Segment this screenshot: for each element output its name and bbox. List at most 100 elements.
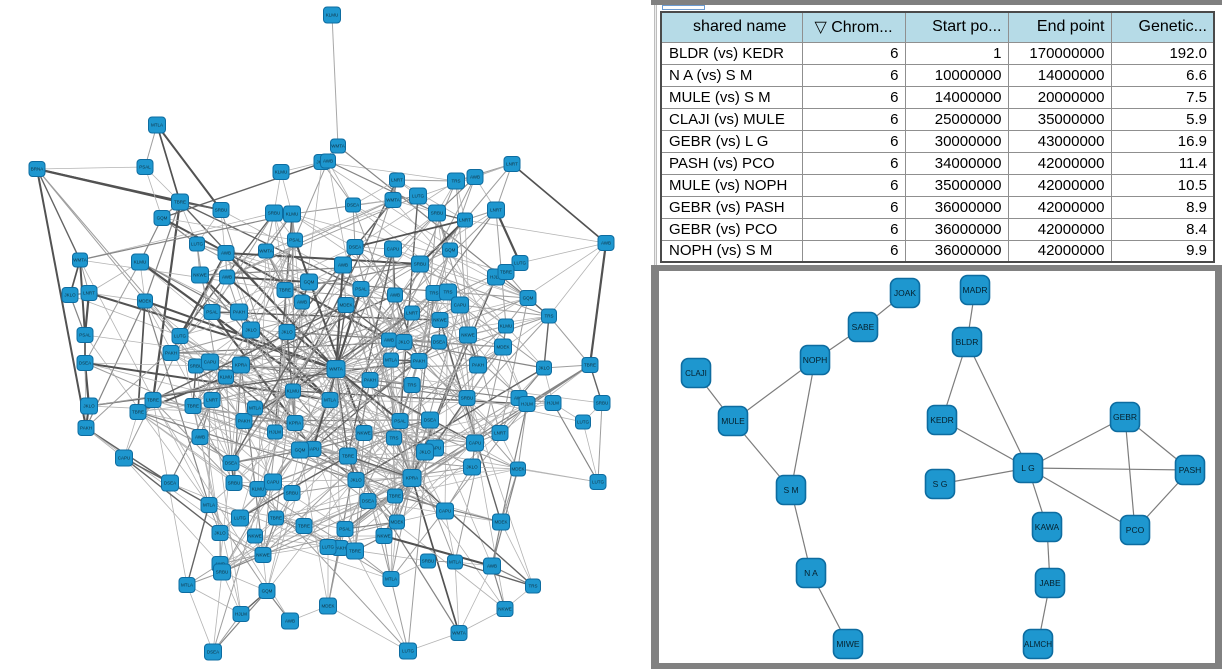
svg-text:JOAK: JOAK xyxy=(894,288,917,298)
svg-text:CAPU: CAPU xyxy=(469,441,482,446)
svg-text:TBRE: TBRE xyxy=(270,516,282,521)
svg-text:HJLM: HJLM xyxy=(490,275,502,280)
svg-text:PAKH: PAKH xyxy=(472,363,484,368)
svg-text:AWB: AWB xyxy=(470,175,480,180)
svg-text:TRS: TRS xyxy=(430,291,439,296)
svg-text:AWB: AWB xyxy=(222,275,232,280)
svg-text:MTLA: MTLA xyxy=(449,560,461,565)
svg-text:TRS: TRS xyxy=(408,383,417,388)
svg-text:DSEA: DSEA xyxy=(164,481,176,486)
svg-text:KPRA: KPRA xyxy=(289,421,301,426)
svg-text:NKWE: NKWE xyxy=(433,318,447,323)
svg-text:BLDR: BLDR xyxy=(956,337,979,347)
svg-text:TRS: TRS xyxy=(390,436,399,441)
svg-text:MTLA: MTLA xyxy=(385,577,397,582)
svg-text:AWB: AWB xyxy=(195,435,205,440)
svg-text:PSAL: PSAL xyxy=(206,310,218,315)
svg-text:DSEA: DSEA xyxy=(424,418,436,423)
svg-text:DSEA: DSEA xyxy=(79,361,91,366)
svg-text:AWB: AWB xyxy=(390,293,400,298)
svg-text:MDEK: MDEK xyxy=(339,303,352,308)
svg-text:PAKH: PAKH xyxy=(165,351,177,356)
svg-text:GQM: GQM xyxy=(304,280,315,285)
svg-text:NKWE: NKWE xyxy=(193,273,207,278)
svg-text:WMTA: WMTA xyxy=(331,144,344,149)
svg-text:GQM: GQM xyxy=(445,248,456,253)
svg-text:KLMU: KLMU xyxy=(326,13,339,18)
svg-text:DSEA: DSEA xyxy=(433,340,445,345)
svg-text:MTLA: MTLA xyxy=(203,503,215,508)
svg-text:TRS: TRS xyxy=(545,314,554,319)
svg-text:PSAL: PSAL xyxy=(355,287,367,292)
svg-text:PASH: PASH xyxy=(1179,465,1202,475)
svg-text:LUTG: LUTG xyxy=(412,194,425,199)
svg-text:NOPH: NOPH xyxy=(803,355,828,365)
svg-text:MDEK: MDEK xyxy=(390,520,403,525)
svg-text:CAPU: CAPU xyxy=(204,360,217,365)
svg-text:LNRT: LNRT xyxy=(494,431,506,436)
svg-text:PSAL: PSAL xyxy=(339,527,351,532)
svg-text:TBRE: TBRE xyxy=(147,398,159,403)
svg-text:MDEK: MDEK xyxy=(496,345,509,350)
svg-text:JKLO: JKLO xyxy=(538,366,550,371)
svg-text:HJLM: HJLM xyxy=(235,612,247,617)
svg-text:N A: N A xyxy=(804,568,818,578)
svg-text:KLMU: KLMU xyxy=(220,375,233,380)
svg-text:AWB: AWB xyxy=(297,300,307,305)
svg-text:CAPU: CAPU xyxy=(454,303,467,308)
svg-text:NKWE: NKWE xyxy=(357,431,371,436)
svg-text:DSEA: DSEA xyxy=(362,499,374,504)
svg-text:MULE: MULE xyxy=(721,416,745,426)
svg-text:KLMU: KLMU xyxy=(252,487,265,492)
svg-text:JKLO: JKLO xyxy=(64,293,76,298)
svg-text:SRBU: SRBU xyxy=(461,396,474,401)
svg-text:CAPU: CAPU xyxy=(429,446,442,451)
svg-text:PSAL: PSAL xyxy=(289,238,301,243)
svg-text:JKLO: JKLO xyxy=(419,450,431,455)
svg-text:PAKH: PAKH xyxy=(334,546,346,551)
svg-text:DSEA: DSEA xyxy=(349,245,361,250)
svg-text:LUTG: LUTG xyxy=(191,242,204,247)
svg-text:CAPU: CAPU xyxy=(387,247,400,252)
svg-text:JKLO: JKLO xyxy=(281,330,293,335)
svg-text:LNRT: LNRT xyxy=(406,311,418,316)
svg-text:AWB: AWB xyxy=(221,251,231,256)
svg-text:MTLA: MTLA xyxy=(385,358,397,363)
svg-text:TBRE: TBRE xyxy=(298,524,310,529)
svg-text:KPRA: KPRA xyxy=(235,363,247,368)
svg-text:MTLA: MTLA xyxy=(151,123,163,128)
svg-text:CAPU: CAPU xyxy=(439,509,452,514)
svg-text:JKLO: JKLO xyxy=(350,478,362,483)
svg-text:MDEK: MDEK xyxy=(138,299,151,304)
svg-text:PAKH: PAKH xyxy=(238,419,250,424)
svg-text:PSAL: PSAL xyxy=(139,165,151,170)
svg-text:PCO: PCO xyxy=(1126,525,1145,535)
svg-text:SRBU: SRBU xyxy=(268,211,281,216)
svg-text:JKLO: JKLO xyxy=(398,340,410,345)
svg-text:LNRT: LNRT xyxy=(490,208,502,213)
svg-text:NKWE: NKWE xyxy=(461,333,475,338)
svg-text:GQM: GQM xyxy=(523,296,534,301)
svg-text:TBRE: TBRE xyxy=(389,494,401,499)
svg-text:LNRT: LNRT xyxy=(206,398,218,403)
svg-text:JKLO: JKLO xyxy=(466,465,478,470)
svg-text:JKLO: JKLO xyxy=(214,531,226,536)
svg-text:CAPU: CAPU xyxy=(118,456,131,461)
svg-text:LNRT: LNRT xyxy=(459,218,471,223)
svg-text:GQM: GQM xyxy=(262,589,273,594)
svg-text:WMTA: WMTA xyxy=(73,258,86,263)
svg-text:LUTG: LUTG xyxy=(514,261,527,266)
svg-text:AWB: AWB xyxy=(384,338,394,343)
svg-text:WMTA: WMTA xyxy=(329,367,342,372)
svg-text:MTLA: MTLA xyxy=(324,398,336,403)
svg-text:LUTG: LUTG xyxy=(592,480,605,485)
svg-text:GQM: GQM xyxy=(157,216,168,221)
svg-text:TBRE: TBRE xyxy=(584,363,596,368)
svg-text:TRS: TRS xyxy=(444,290,453,295)
svg-text:JABE: JABE xyxy=(1039,578,1061,588)
svg-text:SRBU: SRBU xyxy=(190,364,203,369)
svg-text:TBRE: TBRE xyxy=(500,270,512,275)
svg-text:LUTG: LUTG xyxy=(234,516,247,521)
svg-text:TBRE: TBRE xyxy=(279,288,291,293)
svg-text:PAKH: PAKH xyxy=(80,426,92,431)
